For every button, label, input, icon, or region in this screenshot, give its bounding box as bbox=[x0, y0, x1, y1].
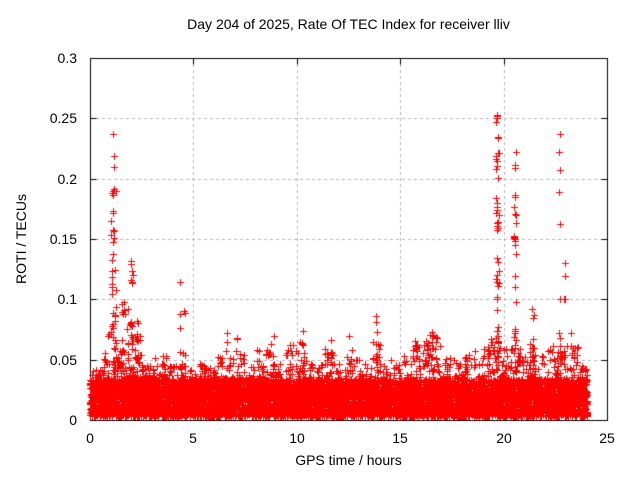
y-tick-label: 0.2 bbox=[57, 171, 77, 187]
x-axis-label: GPS time / hours bbox=[295, 452, 402, 468]
x-tick-label: 0 bbox=[86, 430, 94, 446]
y-tick-label: 0.05 bbox=[49, 352, 77, 368]
chart-title: Day 204 of 2025, Rate Of TEC Index for r… bbox=[187, 16, 510, 32]
y-tick-label: 0.25 bbox=[49, 110, 77, 126]
x-tick-label: 25 bbox=[599, 430, 615, 446]
y-tick-label: 0.1 bbox=[57, 291, 77, 307]
y-tick-label: 0.3 bbox=[57, 50, 77, 66]
x-tick-label: 15 bbox=[392, 430, 408, 446]
x-tick-label: 10 bbox=[289, 430, 305, 446]
y-axis-label: ROTI / TECUs bbox=[13, 194, 29, 284]
x-tick-label: 20 bbox=[496, 430, 512, 446]
x-tick-label: 5 bbox=[189, 430, 197, 446]
y-tick-label: 0.15 bbox=[49, 231, 77, 247]
y-tick-label: 0 bbox=[69, 412, 77, 428]
